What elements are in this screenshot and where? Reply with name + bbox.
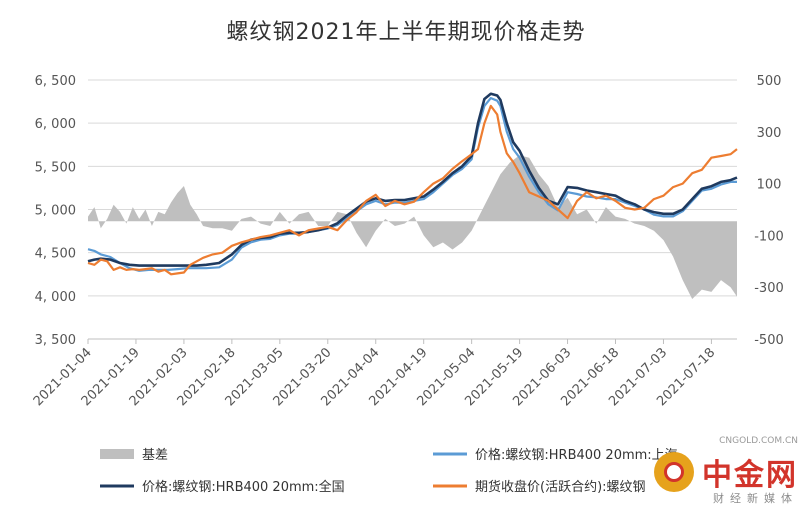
series-line [87,92,738,267]
watermark-subtitle: 财经新媒体 [713,492,798,505]
watermark-site: CNGOLD.COM.CN [719,436,798,446]
legend-label: 价格:螺纹钢:HRB400 20mm:上海 [475,447,678,463]
y-left-tick-label: 4, 500 [35,247,76,262]
legend-label: 价格:螺纹钢:HRB400 20mm:全国 [142,479,345,495]
y-left-tick-label: 5, 000 [35,204,76,219]
series-line [87,96,737,272]
y-right-tick-label: 100 [757,178,782,193]
basis-area-layer [88,155,737,299]
y-left-tick-label: 6, 000 [35,117,76,132]
series-area-basis [88,155,737,299]
y-left-tick-label: 3, 500 [35,333,76,348]
y-right-tick-label: 500 [757,74,782,89]
chart-title: 螺纹钢2021年上半年期现价格走势 [226,20,586,45]
y-left-tick-label: 5, 500 [35,160,76,175]
watermark-logo-icon [654,452,694,492]
price-lines-layer [87,92,738,276]
legend-swatch [100,449,134,459]
legend-label: 基差 [142,448,168,463]
watermark-brand: 中金网 [702,458,798,493]
y-right-tick-label: -300 [754,281,784,296]
y-left-tick-label: 6, 500 [35,74,76,89]
y-right-tick-label: 300 [757,126,782,141]
legend-label: 期货收盘价(活跃合约):螺纹钢 [475,479,646,495]
y-left-tick-label: 4, 000 [35,290,76,305]
watermark: CNGOLD.COM.CN 中金网 财经新媒体 [654,436,798,506]
series-line [87,104,738,276]
y-right-tick-label: -500 [754,333,784,348]
y-right-tick-label: -100 [754,229,784,244]
